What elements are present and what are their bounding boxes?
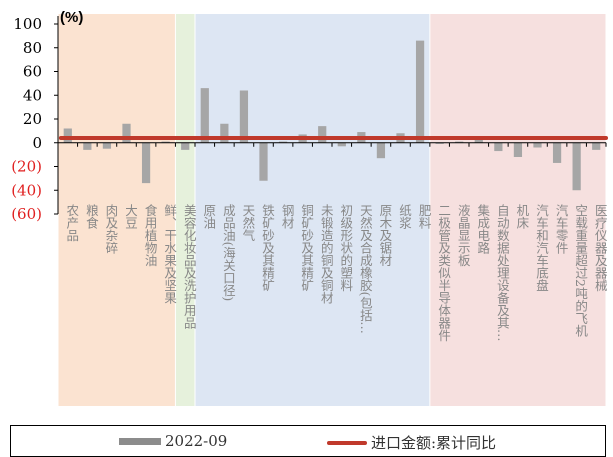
x-tick-label: 空载重量超过2吨的飞机 — [573, 204, 588, 337]
bar-20 — [455, 141, 464, 143]
bar-7 — [200, 88, 209, 143]
category-band-3 — [430, 14, 606, 406]
x-tick-label: 粮食 — [84, 203, 99, 229]
bar-11 — [278, 141, 288, 143]
x-tick-label: 原油 — [201, 204, 216, 229]
y-axis-ticks: 100 80 60 40 20 0 (20) (40) (60) — [11, 15, 58, 223]
x-tick-label: 机床 — [514, 204, 529, 229]
x-tick-label: 汽车零件 — [554, 203, 569, 254]
bar-4 — [141, 142, 151, 184]
x-tick-label: 食用植物油 — [143, 203, 158, 267]
bar-0 — [63, 128, 72, 143]
bar-3 — [122, 123, 131, 143]
x-tick-label: 铁矿砂及其精矿 — [260, 204, 275, 292]
legend-label-line: 进口金额:累计同比 — [371, 434, 497, 452]
category-bands — [58, 14, 606, 406]
y-tick-label: 20 — [23, 110, 42, 128]
bar-16 — [376, 142, 386, 159]
x-tick-label: 肥料 — [417, 204, 432, 229]
x-tick-label: 纸浆 — [397, 204, 412, 229]
bar-25 — [552, 142, 562, 163]
x-tick-label: 液晶显示板 — [456, 203, 471, 267]
bar-26 — [572, 142, 581, 191]
bar-14 — [337, 142, 346, 147]
y-tick-label: (60) — [11, 205, 42, 223]
x-tick-label: 成品油(海关口径) — [221, 204, 236, 301]
x-tick-label: 集成电路 — [475, 203, 490, 255]
bar-9 — [239, 90, 249, 143]
x-tick-label: 美容化妆品及洗护用品 — [182, 204, 197, 329]
category-band-1 — [175, 14, 195, 406]
bar-19 — [435, 142, 444, 144]
x-tick-label: 农产品 — [64, 204, 79, 242]
x-axis-ticks: 农产品 粮食 肉及杂碎 大豆 食用植物油 鲜、干水果及坚果 美容化妆品及洗护用品 原油 成品油(… — [64, 203, 607, 342]
bar-27 — [592, 142, 601, 150]
y-tick-label: 100 — [13, 15, 42, 33]
bar-5 — [161, 141, 170, 143]
bar-23 — [513, 142, 523, 157]
x-tick-label: 天然及合成橡胶(包括… — [358, 204, 373, 334]
x-tick-label: 未锻造的铜及铜材 — [319, 204, 334, 304]
y-tick-label: (20) — [11, 158, 42, 176]
x-tick-label: 鲜、干水果及坚果 — [162, 204, 177, 304]
bar-18 — [415, 40, 425, 143]
x-tick-label: 初级形状的塑料 — [338, 204, 353, 292]
bar-13 — [318, 126, 327, 143]
bar-10 — [259, 142, 268, 181]
y-tick-label: 80 — [23, 39, 42, 57]
x-tick-label: 钢材 — [280, 204, 295, 229]
legend-item-line: 进口金额:累计同比 — [327, 432, 496, 453]
y-tick-label: (40) — [11, 181, 42, 199]
x-tick-label: 二极管及类似半导体器件 — [436, 204, 451, 342]
chart: 100 80 60 40 20 0 (20) (40) (60) 农产品 粮食 肉及杂碎 大豆 食用植物… — [11, 9, 608, 406]
bar-6 — [181, 142, 190, 150]
y-tick-label: 60 — [23, 63, 42, 81]
legend: 2022-09 进口金额:累计同比 — [10, 425, 606, 457]
bar-2 — [102, 142, 112, 149]
axes — [57, 16, 607, 214]
x-tick-label: 天然气 — [240, 204, 255, 242]
legend-line-swatch — [327, 440, 367, 445]
bar-22 — [494, 142, 503, 152]
x-tick-label: 汽车和汽车底盘 — [534, 203, 549, 292]
y-axis-unit-label: (%) — [60, 9, 83, 26]
category-band-0 — [58, 14, 175, 406]
x-tick-label: 大豆 — [123, 204, 138, 229]
x-tick-label: 医疗仪器及器械 — [593, 204, 608, 292]
x-tick-label: 铜矿砂及其精矿 — [299, 203, 314, 292]
category-band-2 — [195, 14, 430, 406]
x-tick-label: 原木及锯材 — [377, 204, 392, 267]
bar-24 — [533, 142, 542, 148]
x-tick-label: 自动数据处理设备及其… — [495, 204, 510, 342]
bar-1 — [83, 142, 92, 150]
bar-8 — [220, 123, 229, 143]
bar-21 — [474, 139, 483, 143]
y-tick-label: 0 — [32, 134, 42, 152]
x-tick-label: 肉及杂碎 — [103, 204, 118, 255]
y-tick-label: 40 — [23, 86, 42, 104]
legend-item-bar: 2022-09 — [119, 432, 227, 450]
legend-bar-swatch — [119, 437, 161, 445]
legend-label-bar: 2022-09 — [165, 432, 228, 450]
